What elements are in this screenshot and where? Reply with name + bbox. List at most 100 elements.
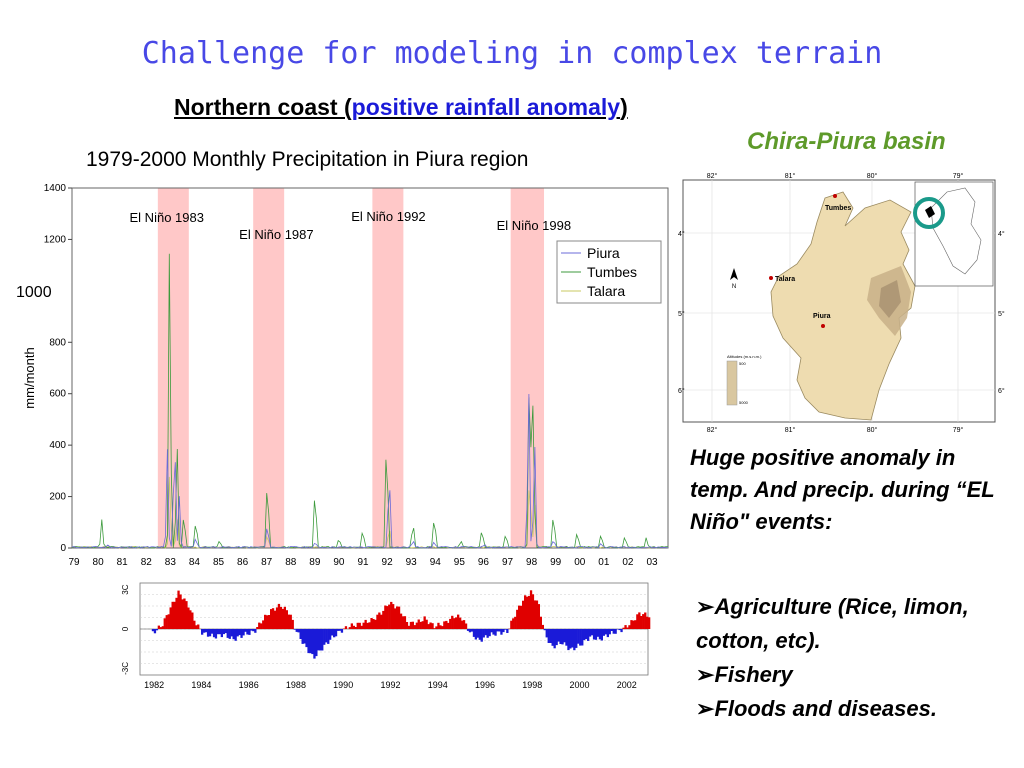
anomaly-bar [401, 616, 405, 629]
anomaly-bar [474, 629, 477, 640]
anomaly-bar [466, 629, 470, 631]
anomaly-bar [273, 610, 277, 629]
anomaly-bar [301, 629, 304, 644]
anomaly-bar [403, 616, 407, 629]
anomaly-bar [459, 617, 462, 629]
map-lat-label: 6° [678, 387, 685, 395]
anomaly-bar [291, 619, 294, 629]
el-nino-band [253, 188, 285, 548]
north-label: N [732, 284, 736, 290]
subtitle-highlight: positive rainfall anomaly [351, 94, 621, 120]
y-tick-label: 600 [49, 389, 66, 400]
anomaly-bar [567, 629, 570, 651]
anomaly-bar [163, 618, 166, 629]
x-tick-label: 01 [598, 557, 610, 568]
anomaly-bar [527, 595, 531, 629]
el-nino-label: El Niño 1992 [351, 209, 425, 224]
anomaly-bar [425, 619, 428, 629]
x-tick-label: 83 [165, 557, 177, 568]
map-lat-label: 5° [678, 310, 685, 318]
anomaly-bar [362, 622, 365, 629]
map-lat-label: 5° [998, 310, 1005, 318]
anomaly-bar [478, 629, 481, 640]
bullet-agriculture: ➢Agriculture (Rice, limon, [696, 594, 969, 619]
anomaly-bar [224, 629, 227, 634]
anomaly-bar [555, 629, 558, 646]
precip-chart-title: 1979-2000 Monthly Precipitation in Piura… [86, 148, 529, 171]
anomaly-bar [604, 629, 607, 635]
legend-label: Piura [587, 245, 620, 261]
anomaly-bar [210, 629, 214, 634]
anomaly-y-tick: 3C [121, 584, 130, 594]
anomaly-bar [484, 629, 487, 636]
anomaly-bar [321, 629, 324, 651]
anomaly-bar [380, 614, 383, 629]
arrow-icon: ➢ [696, 594, 715, 619]
anomaly-bar [352, 625, 355, 629]
anomaly-x-tick: 1984 [191, 680, 211, 690]
anomaly-bar [443, 621, 446, 629]
anomaly-bar [397, 606, 401, 629]
anomaly-bar [439, 625, 442, 629]
anomaly-bar [622, 627, 625, 629]
anomaly-bar [358, 622, 361, 629]
anomaly-bar [277, 603, 281, 629]
anomaly-bar [525, 596, 529, 629]
anomaly-bar [549, 629, 552, 643]
anomaly-bar [376, 614, 379, 629]
anomaly-bar [581, 629, 584, 646]
anomaly-bar [535, 600, 539, 629]
anomaly-bar [433, 628, 436, 629]
temperature-anomaly-chart: 3C 0 -3C 1982 1984 1986 1988 1990 1992 1994 1996 19… [121, 582, 651, 690]
anomaly-bar [488, 629, 491, 637]
anomaly-bar [212, 629, 216, 638]
anomaly-bar [275, 607, 279, 629]
anomaly-bar [208, 629, 212, 637]
anomaly-bar [297, 629, 300, 633]
x-tick-label: 99 [550, 557, 562, 568]
anomaly-bar [537, 604, 540, 629]
anomaly-bar [189, 610, 192, 629]
anomaly-bar [161, 626, 164, 629]
anomaly-bar [392, 604, 395, 629]
anomaly-bar [336, 629, 340, 631]
series-line-piura [71, 393, 669, 549]
anomaly-bar [374, 619, 377, 629]
anomaly-bar [206, 629, 210, 637]
city-label: Tumbes [825, 205, 851, 212]
anomaly-bar [407, 625, 411, 629]
anomaly-bar [157, 625, 160, 629]
anomaly-bar [183, 598, 186, 629]
x-tick-label: 88 [285, 557, 297, 568]
anomaly-bar [309, 629, 312, 654]
map-lon-label: 79° [953, 426, 964, 433]
anomaly-x-tick: 1992 [380, 680, 400, 690]
anomaly-bar [354, 627, 357, 629]
north-arrow-icon [730, 268, 738, 280]
anomaly-bar [364, 619, 367, 629]
x-tick-label: 95 [454, 557, 466, 568]
anomaly-bar [242, 629, 245, 636]
anomaly-bar [155, 629, 159, 631]
anomaly-bar [419, 621, 422, 629]
legend-label: Tumbes [587, 264, 637, 280]
x-tick-label: 86 [237, 557, 249, 568]
anomaly-bar [317, 629, 320, 651]
anomaly-bar [502, 629, 505, 633]
anomaly-bar [325, 629, 328, 643]
altitude-legend-title: Altitudes (m.s.n.m.) [727, 354, 762, 359]
city-label: Talara [775, 276, 795, 283]
anomaly-bar [382, 610, 385, 629]
anomaly-bar [518, 605, 521, 629]
arrow-icon: ➢ [696, 696, 715, 721]
anomaly-bar [628, 625, 631, 629]
anomaly-bar [289, 614, 292, 629]
anomaly-bar [559, 629, 562, 644]
anomaly-x-tick: 2000 [569, 680, 589, 690]
el-nino-label: El Niño 1983 [130, 210, 204, 225]
anomaly-bar [557, 629, 560, 642]
anomaly-bar [583, 629, 586, 641]
anomaly-bar [449, 618, 452, 629]
anomaly-bar [460, 620, 464, 629]
